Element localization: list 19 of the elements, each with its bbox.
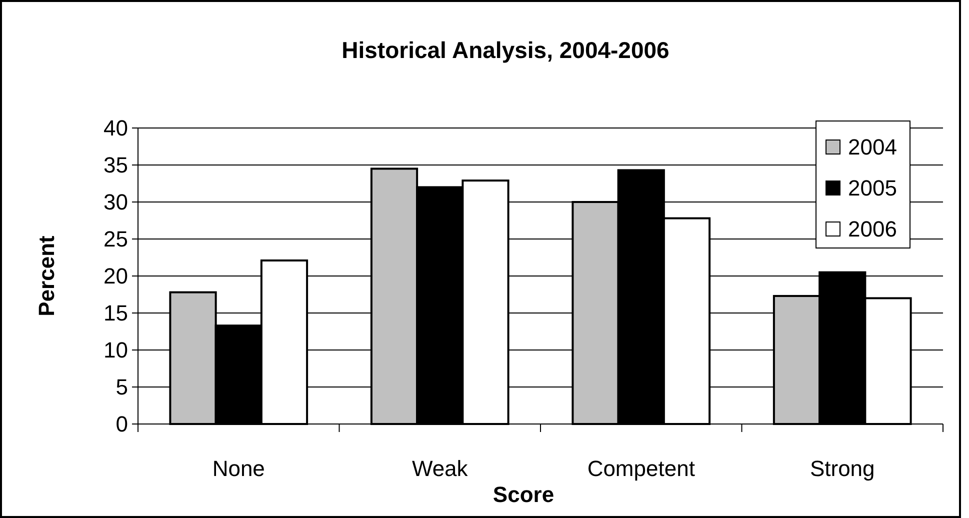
x-tick-label: Weak (412, 456, 469, 481)
x-tick-label: None (212, 456, 265, 481)
x-tick-label: Competent (587, 456, 695, 481)
y-tick-label: 25 (104, 226, 128, 252)
y-tick-label: 5 (116, 374, 128, 400)
y-tick-label: 30 (104, 190, 128, 215)
y-tick-label: 35 (104, 152, 128, 178)
x-axis-title: Score (492, 482, 554, 507)
x-tick-label: Strong (810, 456, 875, 481)
y-tick-label: 10 (104, 338, 128, 363)
y-axis-title: Percent (34, 234, 59, 316)
chart-title: Historical Analysis, 2004-2006 (342, 37, 670, 63)
y-tick-label: 0 (116, 412, 128, 437)
legend-label: 2004 (848, 134, 897, 160)
legend-label: 2006 (848, 216, 897, 242)
legend-label: 2005 (848, 176, 897, 201)
y-tick-label: 40 (104, 116, 128, 141)
y-tick-label: 20 (104, 264, 128, 289)
y-tick-label: 15 (104, 300, 128, 326)
